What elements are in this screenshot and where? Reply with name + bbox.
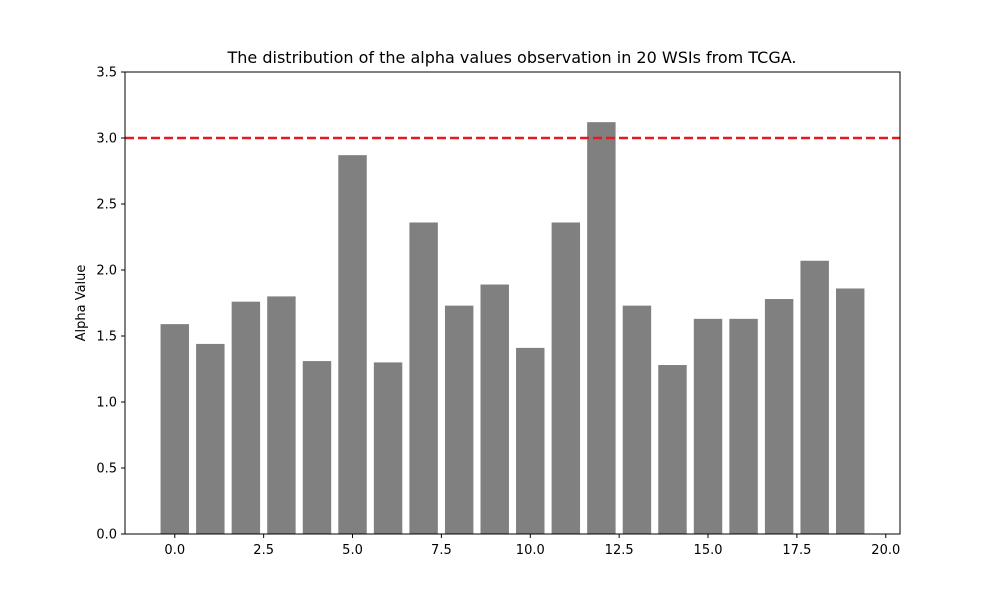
bar-2 [231, 301, 261, 534]
x-tick-label-7: 17.5 [782, 543, 811, 558]
bar-12 [587, 122, 616, 534]
bar-1 [196, 343, 225, 534]
y-tick-label-4: 2.0 [96, 264, 117, 279]
bars-group [160, 122, 865, 535]
bar-16 [729, 318, 758, 534]
x-tick-label-5: 12.5 [605, 543, 634, 558]
y-tick-label-7: 3.5 [96, 66, 117, 81]
x-tick-label-0: 0.0 [164, 543, 185, 558]
bar-8 [444, 305, 474, 534]
bar-5 [338, 155, 367, 534]
y-axis-title: Alpha Value [74, 265, 89, 342]
x-tick-label-2: 5.0 [342, 543, 363, 558]
y-axis-ticks: 0.0 0.5 1.0 1.5 2.0 2.5 3.0 3.5 [96, 66, 125, 543]
bar-14 [658, 365, 687, 534]
bar-7 [409, 222, 438, 535]
x-tick-label-8: 20.0 [871, 543, 900, 558]
y-tick-label-1: 0.5 [96, 462, 117, 477]
x-tick-label-3: 7.5 [431, 543, 452, 558]
bar-3 [267, 296, 296, 534]
x-axis-ticks: 0.0 2.5 5.0 7.5 10.0 12.5 15.0 17.5 20.0 [164, 534, 900, 558]
bar-6 [373, 362, 403, 534]
y-tick-label-3: 1.5 [96, 330, 117, 345]
chart-title: The distribution of the alpha values obs… [227, 48, 797, 67]
y-tick-label-0: 0.0 [96, 528, 117, 543]
bar-9 [480, 284, 509, 534]
bar-18 [800, 260, 829, 534]
bar-10 [516, 347, 545, 534]
x-tick-label-4: 10.0 [516, 543, 545, 558]
x-tick-label-1: 2.5 [253, 543, 274, 558]
y-tick-label-2: 1.0 [96, 396, 117, 411]
bar-15 [693, 318, 723, 534]
bar-11 [551, 222, 581, 535]
y-tick-label-6: 3.0 [96, 132, 117, 147]
bar-17 [764, 299, 794, 534]
bar-0 [160, 324, 189, 534]
bar-13 [622, 305, 652, 534]
bar-19 [836, 288, 865, 534]
plot-area-frame [124, 71, 901, 535]
y-tick-label-5: 2.5 [96, 198, 117, 213]
x-tick-label-6: 15.0 [694, 543, 723, 558]
bar-4 [302, 361, 332, 534]
